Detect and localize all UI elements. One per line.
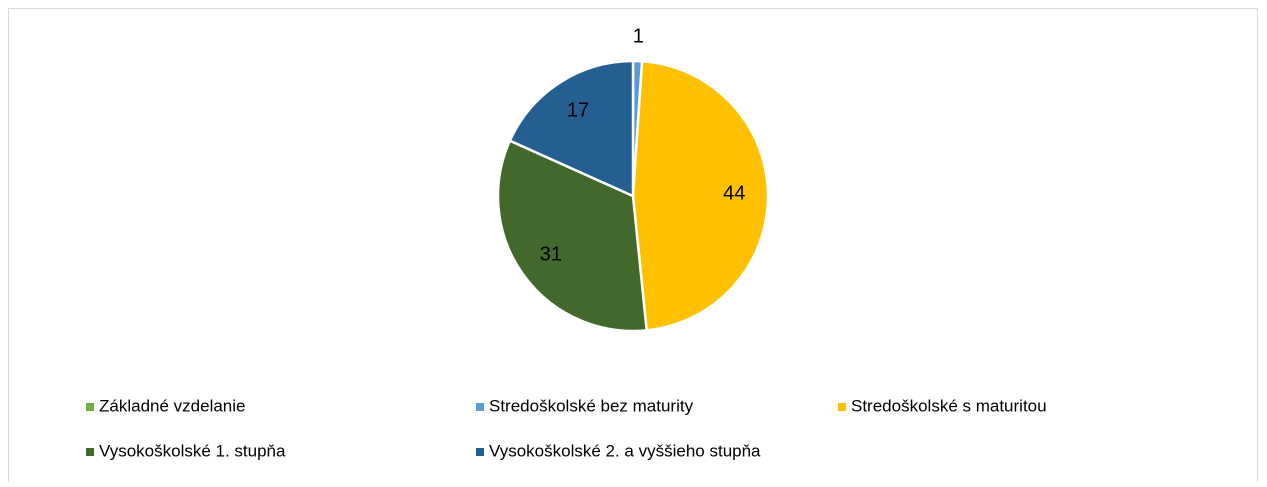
legend-label: Stredoškolské bez maturity	[489, 396, 694, 415]
legend-swatch	[838, 403, 846, 411]
pie-slice	[631, 59, 770, 332]
legend-swatch	[86, 448, 94, 456]
legend-swatch	[476, 403, 484, 411]
data-label: 31	[540, 244, 562, 266]
legend-label: Základné vzdelanie	[99, 396, 245, 415]
data-label: 17	[567, 99, 589, 121]
data-label: 1	[633, 25, 644, 47]
legend-label: Stredoškolské s maturitou	[851, 396, 1047, 415]
pie-slice	[496, 139, 649, 333]
legend-swatch	[86, 403, 94, 411]
pie-slice	[508, 59, 635, 198]
legend-swatch	[476, 448, 484, 456]
legend-label: Vysokoškolské 2. a vyššieho stupňa	[489, 441, 761, 460]
legend-label: Vysokoškolské 1. stupňa	[99, 441, 286, 460]
data-label: 44	[723, 183, 745, 205]
